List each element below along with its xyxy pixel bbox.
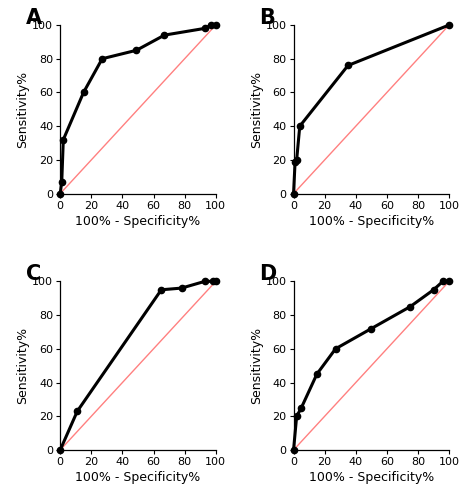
- X-axis label: 100% - Specificity%: 100% - Specificity%: [309, 471, 434, 484]
- Text: B: B: [259, 8, 275, 28]
- Y-axis label: Sensitivity%: Sensitivity%: [17, 71, 30, 148]
- X-axis label: 100% - Specificity%: 100% - Specificity%: [75, 471, 200, 484]
- Y-axis label: Sensitivity%: Sensitivity%: [17, 327, 30, 404]
- Y-axis label: Sensitivity%: Sensitivity%: [250, 71, 263, 148]
- Text: D: D: [259, 264, 276, 284]
- X-axis label: 100% - Specificity%: 100% - Specificity%: [309, 215, 434, 228]
- Text: A: A: [26, 8, 42, 28]
- Text: C: C: [26, 264, 41, 284]
- X-axis label: 100% - Specificity%: 100% - Specificity%: [75, 215, 200, 228]
- Y-axis label: Sensitivity%: Sensitivity%: [250, 327, 263, 404]
